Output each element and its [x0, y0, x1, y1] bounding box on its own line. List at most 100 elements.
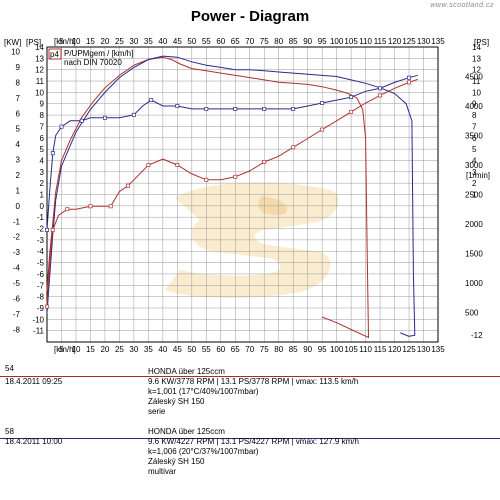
- chart-series: [45, 55, 418, 339]
- series-marker-58: [291, 106, 296, 111]
- x-tick-label-top: 5: [59, 37, 64, 46]
- x-tick-label-bottom: 40: [158, 345, 167, 354]
- series-marker-54: [45, 304, 49, 309]
- x-tick-label-bottom: 120: [388, 345, 402, 354]
- x-tick-label-top: 90: [303, 37, 312, 46]
- y-tick-label-rpm: 3000: [465, 161, 483, 170]
- y-tick-label-rpm: 2000: [465, 220, 483, 229]
- y-tick-label-ps-right: 2: [472, 179, 477, 188]
- x-tick-label-top: 55: [202, 37, 211, 46]
- x-tick-label-bottom: 15: [86, 345, 95, 354]
- x-tick-label-top: 135: [431, 37, 445, 46]
- y-tick-label-ps-left: 1: [40, 191, 45, 200]
- y-tick-label-ps-left: 4: [40, 156, 45, 165]
- y-tick-label-ps-right: 13: [472, 54, 481, 63]
- plot-frame: [46, 46, 439, 343]
- x-tick-label-top: 120: [388, 37, 402, 46]
- legend-line-2: nach DIN 70020: [64, 58, 122, 67]
- series-marker-58: [102, 115, 107, 120]
- series-marker-54: [88, 204, 93, 209]
- x-tick-label-bottom: 5: [59, 345, 64, 354]
- y-tick-label-ps-left: -1: [37, 213, 45, 222]
- x-tick-label-top: 65: [231, 37, 240, 46]
- record-line: k=1,001 (17°C/40%/1007mbar): [148, 387, 259, 396]
- x-tick-label-bottom: 75: [260, 345, 269, 354]
- y-tick-label-ps-right: 11: [472, 77, 481, 86]
- y-tick-label-ps-right: 1: [472, 191, 477, 200]
- x-tick-label-bottom: 20: [100, 345, 109, 354]
- record-line: serie: [148, 407, 166, 416]
- series-marker-58: [320, 101, 325, 105]
- y-tick-label-ps-left: -6: [37, 270, 45, 279]
- y-tick-label-ps-left: 3: [40, 168, 45, 177]
- record-58: 58 18.4.2011 10:00 HONDA über 125ccm 9.6…: [0, 424, 500, 494]
- series-marker-54: [233, 174, 238, 179]
- x-tick-label-bottom: 25: [115, 345, 124, 354]
- x-tick-label-bottom: 90: [303, 345, 312, 354]
- y-tick-label-ps-left: 12: [35, 66, 44, 75]
- x-tick-label-top: 45: [173, 37, 182, 46]
- watermark-text: www.scootland.cz: [430, 2, 494, 9]
- y-tick-label-ps-left: -7: [37, 281, 45, 290]
- y-tick-label-ps-right: 4: [472, 156, 477, 165]
- y-tick-label-rpm: 500: [465, 309, 479, 318]
- y-tick-label-ps-left: -9: [37, 304, 45, 313]
- series-marker-58: [50, 151, 55, 156]
- series-line-54-power: [46, 56, 370, 339]
- y-tick-label-kw: 4: [16, 140, 21, 149]
- record-details-54: HONDA über 125ccm 9.6 KW/3778 RPM | 13.1…: [148, 367, 358, 417]
- x-tick-label-top: 115: [374, 37, 387, 46]
- series-marker-58: [349, 95, 354, 100]
- x-tick-label-bottom: 30: [129, 345, 138, 354]
- power-chart: 5510101515202025253030353540404545505055…: [4, 37, 490, 354]
- y-tick-label-ps-left: 6: [40, 134, 45, 143]
- record-line: Záleský SH 150: [148, 397, 205, 406]
- x-tick-label-bottom: 125: [402, 345, 416, 354]
- y-tick-label-kw: -5: [13, 279, 21, 288]
- y-tick-label-ps-left: 14: [35, 43, 44, 52]
- y-tick-label-kw: 10: [11, 48, 20, 57]
- y-tick-label-kw: 7: [16, 94, 21, 103]
- x-tick-label-bottom: 80: [274, 345, 283, 354]
- series-marker-54: [378, 93, 383, 98]
- x-tick-label-bottom: 105: [344, 345, 358, 354]
- x-tick-label-top: 75: [260, 37, 269, 46]
- y-tick-label-ps-left: -5: [37, 259, 45, 268]
- chart-legend: p4 P/UPMgem / [km/h] nach DIN 70020: [48, 48, 133, 67]
- x-tick-label-bottom: 115: [374, 345, 387, 354]
- record-line: 9.6 KW/3778 RPM | 13.1 PS/3778 RPM | vma…: [148, 377, 359, 386]
- series-marker-58: [59, 124, 64, 129]
- series-marker-54: [126, 183, 131, 188]
- y-tick-label-ps-left: -11: [33, 327, 45, 336]
- series-marker-58: [175, 104, 180, 108]
- series-marker-58: [131, 112, 136, 117]
- y-tick-label-kw: 1: [16, 186, 21, 195]
- x-tick-label-bottom: 50: [187, 345, 196, 354]
- series-marker-58: [149, 98, 154, 103]
- series-marker-54: [175, 163, 180, 167]
- y-tick-label-ps-right: 7: [472, 122, 477, 131]
- x-tick-label-top: 30: [129, 37, 138, 46]
- y-tick-label-kw: 8: [16, 78, 21, 87]
- series-marker-54: [407, 80, 411, 85]
- y-tick-label-ps-right: 5: [472, 145, 477, 154]
- x-tick-label-bottom: 70: [245, 345, 254, 354]
- y-tick-label-ps-right: 10: [472, 88, 481, 97]
- x-tick-label-bottom: 65: [231, 345, 240, 354]
- record-line: Záleský SH 150: [148, 457, 205, 466]
- series-marker-58: [262, 106, 267, 111]
- x-tick-label-top: 15: [86, 37, 95, 46]
- record-54: 54 18.4.2011 09:25 HONDA über 125ccm 9.6…: [0, 364, 500, 434]
- y-tick-label-ps-left: 2: [40, 179, 45, 188]
- y-tick-label-kw: -8: [13, 325, 21, 334]
- y-tick-label-ps-left: 7: [40, 122, 45, 131]
- y-tick-label-ps-left: 8: [40, 111, 45, 120]
- y-tick-label-kw: 2: [16, 171, 21, 180]
- y-tick-label-ps-left: -2: [37, 225, 45, 234]
- record-rule-58: [0, 438, 500, 439]
- y-tick-label-ps-left: -10: [32, 315, 44, 324]
- x-tick-label-top: 130: [417, 37, 431, 46]
- y-tick-label-ps-left: 11: [36, 77, 45, 86]
- x-tick-label-bottom: 130: [417, 345, 431, 354]
- x-tick-label-top: 80: [274, 37, 283, 46]
